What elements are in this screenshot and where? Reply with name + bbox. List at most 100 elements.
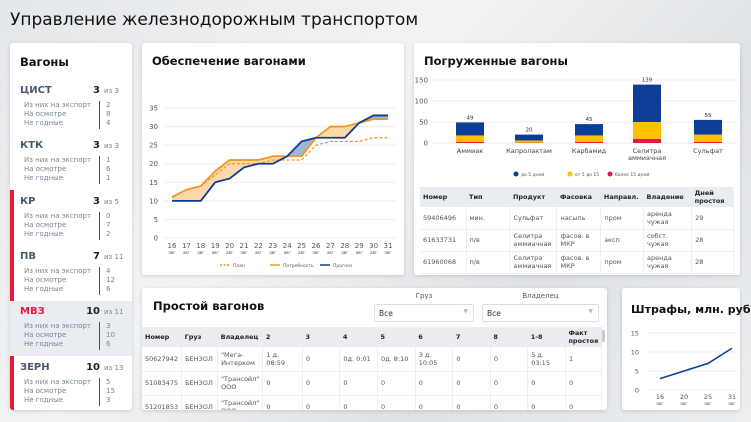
- column-header[interactable]: 2: [262, 327, 303, 347]
- idle-title: Простой вагонов: [153, 299, 265, 313]
- x-tick-sub: авг: [356, 250, 363, 255]
- x-tick-label: 17: [182, 242, 191, 250]
- table-cell: 59406496: [420, 207, 467, 230]
- column-header[interactable]: 6: [415, 327, 453, 347]
- table-cell: эксп: [600, 229, 644, 252]
- cargo-select[interactable]: Все ▼: [374, 304, 474, 322]
- column-header[interactable]: Владелец: [217, 327, 263, 347]
- table-cell: 0: [415, 395, 454, 410]
- wagon-label: Не годные: [24, 284, 64, 293]
- bar-segment: [515, 134, 543, 141]
- x-tick-label: Аммиак: [457, 147, 483, 155]
- gap-area: [330, 126, 345, 138]
- table-cell: аренда чужая: [643, 251, 693, 274]
- column-header[interactable]: Факт простоя: [565, 327, 602, 347]
- y-tick-label: 100: [415, 98, 428, 106]
- wagon-code: КР: [20, 195, 36, 207]
- table-cell: 0: [490, 395, 529, 410]
- table-cell: 0: [490, 371, 529, 396]
- y-tick-label: 0: [424, 140, 428, 148]
- table-cell: 0: [452, 395, 491, 410]
- wagon-value: 5: [106, 377, 111, 386]
- wagon-value: 6: [106, 284, 111, 293]
- idle-table: Номер Груз Владелец 2 3 4 5 6 7 8 1-8 Факт простоя 5…: [142, 327, 603, 410]
- column-header[interactable]: 3: [302, 327, 340, 347]
- scrollbar[interactable]: [602, 330, 605, 342]
- x-tick-label: 31: [728, 393, 736, 401]
- column-header[interactable]: Владение: [643, 187, 692, 207]
- wagon-count: 10: [86, 361, 100, 373]
- column-header[interactable]: Дней простоя: [691, 187, 734, 207]
- x-tick-sub: авг: [197, 250, 204, 255]
- x-tick-label: аммиачная: [628, 154, 666, 162]
- wagon-group-5[interactable]: ЗЕРН 10 из 13 Из них на экспорт На осмотр…: [10, 357, 132, 411]
- legend-dot: [607, 171, 613, 177]
- table-row[interactable]: 50627942 БЕНЗОЛ "Мега-Интерком 1 д. 08:59 0 0…: [142, 347, 603, 372]
- y-tick-label: 10: [631, 349, 639, 357]
- wagon-group-4[interactable]: МВЗ 10 из 11 Из них на экспорт На осмотре…: [10, 301, 132, 357]
- column-header[interactable]: 4: [339, 327, 378, 347]
- table-cell: Селитра аммиачная: [509, 229, 558, 252]
- x-tick-label: 19: [211, 242, 220, 250]
- owner-select[interactable]: Все ▼: [482, 304, 599, 322]
- wagon-count: 3: [93, 140, 100, 152]
- column-header[interactable]: 7: [452, 327, 491, 347]
- fines-line: [659, 347, 733, 380]
- bar-segment: [633, 138, 661, 143]
- table-cell: Сульфат: [509, 207, 558, 230]
- column-header[interactable]: Груз: [181, 327, 218, 347]
- wagon-group-2[interactable]: КР 3 из 5 Из них на экспорт На осмотре Не …: [10, 191, 132, 246]
- x-tick-sub: авг: [269, 250, 276, 255]
- column-header[interactable]: Направл.: [600, 187, 644, 207]
- bar-segment: [633, 84, 661, 122]
- wagon-label: На осмотре: [24, 110, 67, 118]
- wagon-group-0[interactable]: ЦИСТ 3 из 3 Из них на экспорт На осмотре Н…: [10, 80, 132, 135]
- wagon-value: 7: [106, 220, 111, 229]
- table-cell: "Мега-Интерком: [217, 347, 264, 372]
- column-header[interactable]: Номер: [142, 327, 182, 347]
- wagon-value: 1: [106, 156, 111, 165]
- column-header[interactable]: 1-8: [527, 327, 566, 347]
- wagon-label: Из них на экспорт: [24, 377, 92, 386]
- table-cell: БЕНЗОЛ: [181, 347, 219, 372]
- column-header[interactable]: 8: [490, 327, 528, 347]
- x-tick-label: 24: [283, 242, 292, 250]
- chart-title: Погруженные вагоны: [424, 54, 568, 68]
- table-cell: 0д. 8:10: [377, 347, 416, 372]
- wagon-count: 3: [93, 85, 100, 96]
- wagon-count: 10: [86, 306, 100, 318]
- wagon-group-1[interactable]: КТК 3 из 3 Из них на экспорт На осмотре Не…: [10, 135, 132, 190]
- table-row[interactable]: 61960068 п/в Селитра аммиачная фасов. в МКР…: [420, 251, 734, 274]
- table-row[interactable]: 59406496 мин. Сульфат насыпь пром аренда чужа…: [420, 207, 734, 230]
- x-tick-sub: авг: [657, 401, 664, 406]
- x-tick-sub: авг: [241, 250, 248, 255]
- table-row[interactable]: 61633731 п/в Селитра аммиачная фасов. в МКР…: [420, 229, 734, 252]
- wagon-value: 6: [106, 165, 111, 174]
- table-row[interactable]: 51083475 БЕНЗОЛ "Трансойл" ООО 0 0 0 0 0 0 0 0 0: [142, 371, 603, 396]
- column-header[interactable]: Фасовка: [556, 187, 601, 207]
- column-header[interactable]: Продукт: [509, 187, 557, 207]
- column-header[interactable]: Номер: [420, 187, 467, 207]
- bar-total-label: 49: [467, 115, 474, 121]
- table-cell: 3 д. 10:05: [415, 347, 454, 372]
- column-header[interactable]: Тип: [466, 187, 510, 207]
- bar-total-label: 139: [642, 78, 653, 84]
- table-cell: 0: [302, 347, 341, 372]
- x-tick-sub: авг: [327, 250, 334, 255]
- owner-filter-label: Владелец: [522, 292, 559, 300]
- wagon-group-3[interactable]: ПВ 7 из 11 Из них на экспорт На осмотре Не…: [10, 246, 132, 301]
- wagon-labels: Из них на экспорт На осмотре Не годные: [24, 377, 100, 406]
- table-cell: 61960068: [420, 251, 467, 274]
- table-cell: 0: [415, 371, 454, 396]
- gap-area: [215, 160, 230, 183]
- table-cell: БЕНЗОЛ: [181, 371, 219, 396]
- column-header[interactable]: 5: [377, 327, 416, 347]
- legend-label: более 15 дней: [615, 171, 649, 178]
- wagon-value: 0: [106, 211, 111, 220]
- x-tick-label: 28: [340, 242, 349, 250]
- x-tick-sub: авг: [183, 250, 190, 255]
- table-cell: 51083475: [142, 371, 183, 396]
- table-cell: фасов. в МКР: [556, 251, 602, 274]
